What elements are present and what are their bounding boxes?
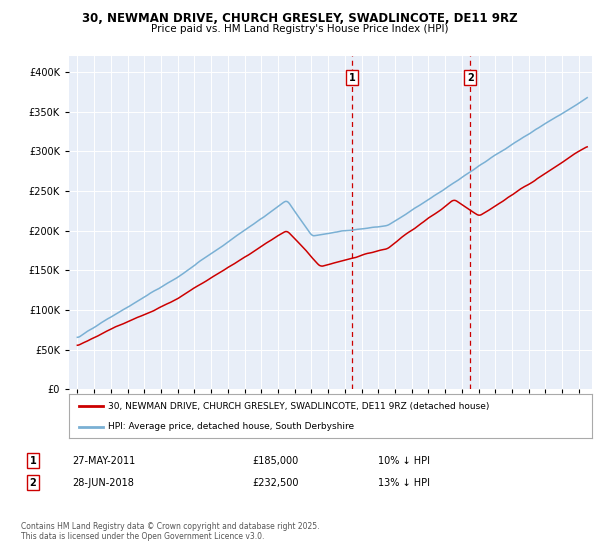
Text: Contains HM Land Registry data © Crown copyright and database right 2025.
This d: Contains HM Land Registry data © Crown c… [21, 522, 320, 542]
Text: 2: 2 [29, 478, 37, 488]
Text: 30, NEWMAN DRIVE, CHURCH GRESLEY, SWADLINCOTE, DE11 9RZ (detached house): 30, NEWMAN DRIVE, CHURCH GRESLEY, SWADLI… [108, 402, 490, 411]
Text: £185,000: £185,000 [252, 456, 298, 466]
Text: Price paid vs. HM Land Registry's House Price Index (HPI): Price paid vs. HM Land Registry's House … [151, 24, 449, 34]
Text: 1: 1 [29, 456, 37, 466]
Text: 27-MAY-2011: 27-MAY-2011 [72, 456, 135, 466]
Text: 13% ↓ HPI: 13% ↓ HPI [378, 478, 430, 488]
Text: 10% ↓ HPI: 10% ↓ HPI [378, 456, 430, 466]
Text: HPI: Average price, detached house, South Derbyshire: HPI: Average price, detached house, Sout… [108, 422, 355, 431]
Text: 30, NEWMAN DRIVE, CHURCH GRESLEY, SWADLINCOTE, DE11 9RZ: 30, NEWMAN DRIVE, CHURCH GRESLEY, SWADLI… [82, 12, 518, 25]
Text: 28-JUN-2018: 28-JUN-2018 [72, 478, 134, 488]
Text: 1: 1 [349, 73, 355, 83]
Text: £232,500: £232,500 [252, 478, 299, 488]
Text: 2: 2 [467, 73, 473, 83]
